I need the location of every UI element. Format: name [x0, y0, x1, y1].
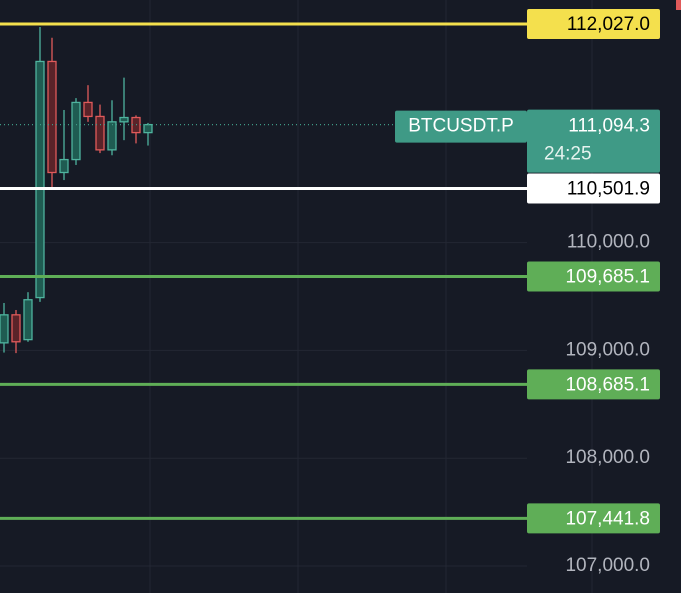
candle-body — [83, 101, 93, 118]
level-label-box — [527, 9, 660, 40]
y-tick-label: 108,000.0 — [565, 447, 650, 468]
last-price-label: 111,094.3 — [568, 116, 650, 137]
candle-body — [119, 116, 129, 123]
level-label: 110,501.9 — [567, 178, 650, 199]
y-tick-label: 109,000.0 — [565, 339, 650, 360]
candle-body — [0, 314, 9, 344]
level-label-box — [527, 173, 660, 204]
level-label: 112,027.0 — [567, 14, 650, 35]
level-label: 107,441.8 — [565, 508, 650, 529]
candle-body — [71, 101, 81, 161]
candle-body — [95, 115, 105, 151]
symbol-label: BTCUSDT.P — [408, 116, 514, 137]
y-tick-label: 110,000.0 — [567, 232, 650, 253]
candle-body — [11, 314, 21, 343]
countdown-label: 24:25 — [544, 144, 592, 165]
level-label: 108,685.1 — [565, 374, 650, 395]
candle-body — [107, 121, 117, 151]
candle-body — [47, 60, 57, 174]
candle-body — [23, 299, 33, 341]
symbol-box — [395, 110, 527, 143]
candle-body — [59, 158, 69, 174]
last-price-box — [527, 109, 660, 173]
level-label: 109,685.1 — [565, 267, 650, 288]
corner-marker — [676, 0, 681, 10]
y-tick-label: 107,000.0 — [565, 555, 650, 576]
candle-body — [35, 60, 45, 299]
level-label-box — [527, 369, 660, 400]
level-label-box — [527, 503, 660, 534]
candle-body — [143, 123, 153, 134]
level-label-box — [527, 261, 660, 292]
